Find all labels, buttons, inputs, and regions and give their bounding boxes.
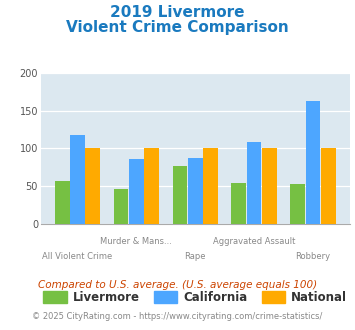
Text: 2019 Livermore: 2019 Livermore <box>110 5 245 20</box>
Bar <box>306 101 320 224</box>
Text: Murder & Mans...: Murder & Mans... <box>100 237 172 246</box>
Bar <box>290 184 305 224</box>
Bar <box>247 143 262 224</box>
Bar <box>321 148 335 224</box>
Bar <box>144 148 159 224</box>
Text: © 2025 CityRating.com - https://www.cityrating.com/crime-statistics/: © 2025 CityRating.com - https://www.city… <box>32 312 323 321</box>
Text: All Violent Crime: All Violent Crime <box>42 252 113 261</box>
Text: Aggravated Assault: Aggravated Assault <box>213 237 295 246</box>
Bar <box>114 189 129 224</box>
Bar <box>262 148 277 224</box>
Legend: Livermore, California, National: Livermore, California, National <box>43 291 347 304</box>
Bar <box>231 182 246 224</box>
Bar <box>188 158 203 224</box>
Bar <box>203 148 218 224</box>
Text: Violent Crime Comparison: Violent Crime Comparison <box>66 20 289 35</box>
Bar <box>55 181 70 224</box>
Text: Rape: Rape <box>185 252 206 261</box>
Bar <box>173 166 187 224</box>
Bar <box>129 159 144 224</box>
Text: Robbery: Robbery <box>295 252 331 261</box>
Bar <box>86 148 100 224</box>
Bar <box>70 135 85 224</box>
Text: Compared to U.S. average. (U.S. average equals 100): Compared to U.S. average. (U.S. average … <box>38 280 317 290</box>
